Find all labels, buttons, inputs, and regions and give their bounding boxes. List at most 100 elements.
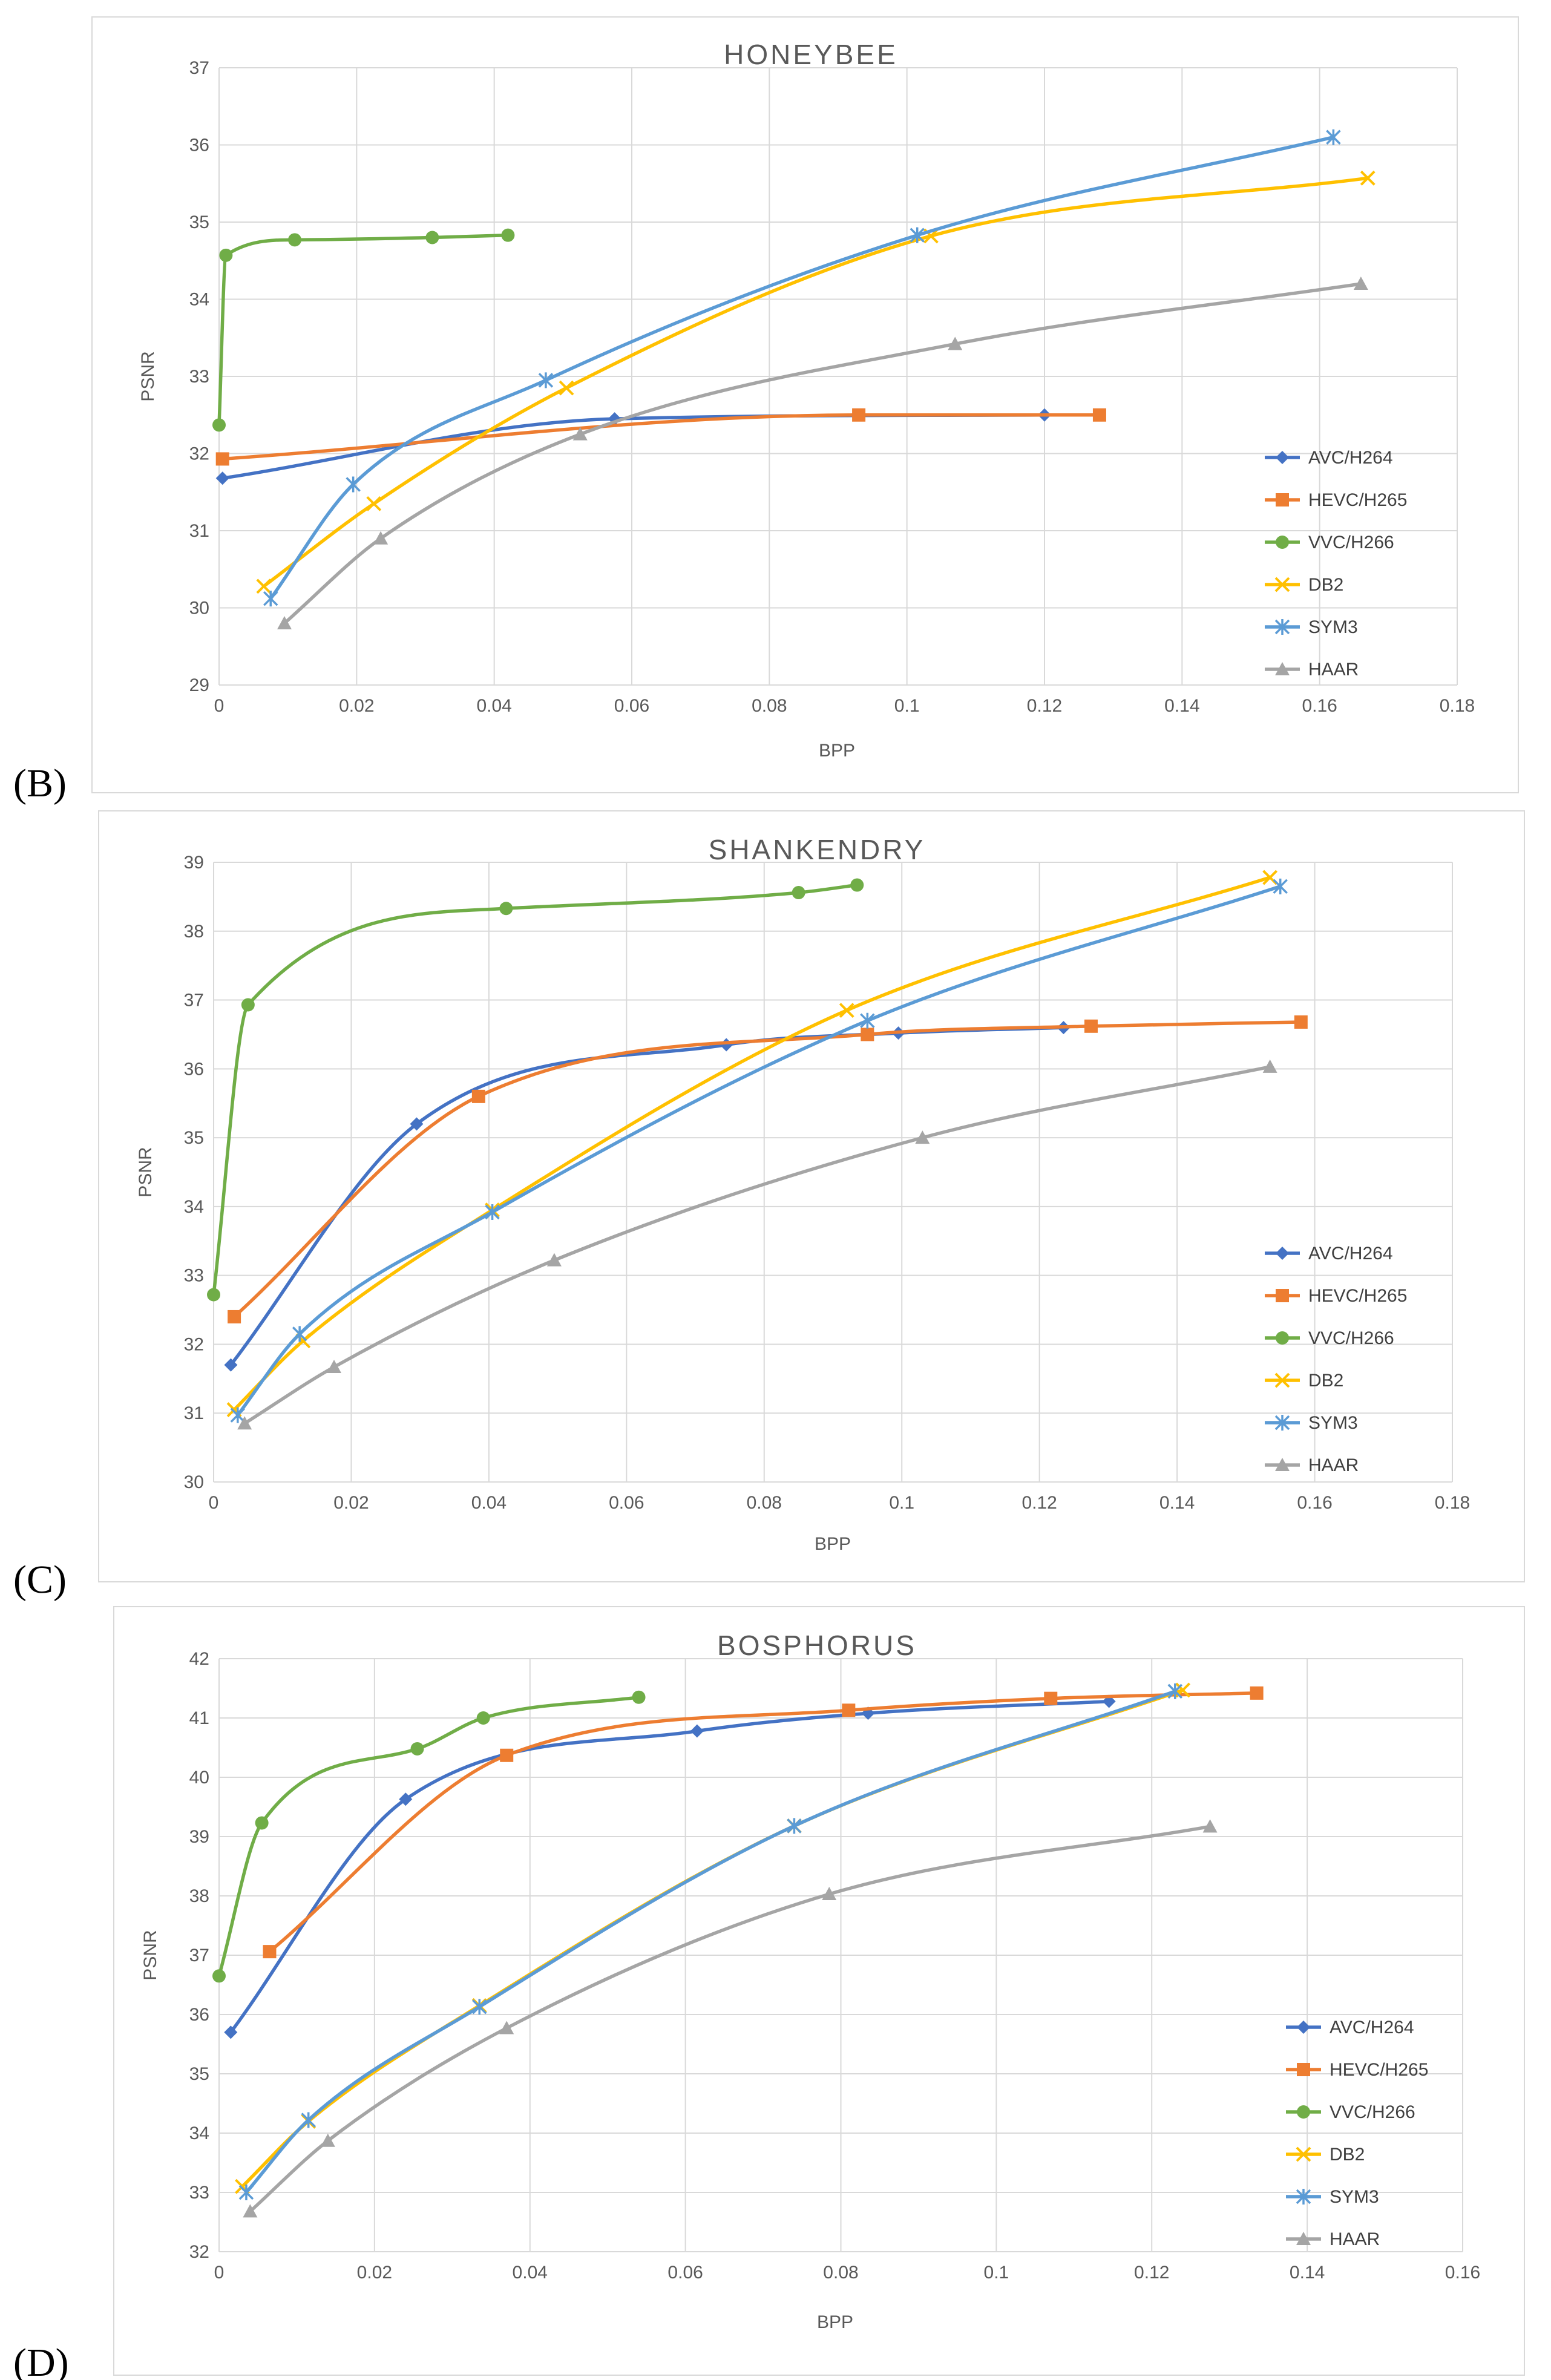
x-tick-label: 0.02 xyxy=(333,1493,369,1513)
data-point-marker xyxy=(1273,878,1288,894)
data-point-marker xyxy=(485,1204,500,1220)
data-point-marker xyxy=(288,233,302,247)
y-tick-label: 32 xyxy=(189,444,209,464)
x-tick-label: 0.18 xyxy=(1435,1493,1470,1513)
series-sym3 xyxy=(230,878,1288,1423)
data-point-marker xyxy=(425,231,439,244)
legend-entry-label: VVC/H266 xyxy=(1330,2102,1415,2122)
legend-entry-label: VVC/H266 xyxy=(1308,533,1394,552)
data-point-marker xyxy=(787,1818,802,1834)
x-tick-label: 0.12 xyxy=(1134,2263,1169,2283)
y-tick-label: 36 xyxy=(189,136,209,156)
series-vvc-h266 xyxy=(212,228,515,432)
data-point-marker xyxy=(472,1999,487,2015)
data-point-marker xyxy=(255,1816,269,1830)
legend-swatch-marker xyxy=(1274,577,1290,592)
x-axis-label: BPP xyxy=(819,741,855,761)
data-point-marker xyxy=(842,1703,856,1717)
chart-frame xyxy=(98,810,1525,1582)
legend: AVC/H264 HEVC/H265 VVC/H266 DB2 SYM3 HAAR xyxy=(1265,1244,1407,1475)
legend-entry-label: VVC/H266 xyxy=(1308,1328,1394,1348)
data-point-marker xyxy=(1353,277,1368,290)
series-sym3 xyxy=(238,1683,1183,2200)
x-tick-label: 0.12 xyxy=(1021,1493,1057,1513)
chart-title: HONEYBEE xyxy=(724,39,898,70)
y-tick-label: 35 xyxy=(189,212,209,232)
data-point-marker xyxy=(852,408,866,422)
y-tick-label: 37 xyxy=(189,58,209,78)
y-tick-label: 36 xyxy=(184,1059,204,1079)
x-tick-label: 0.04 xyxy=(476,696,511,716)
y-tick-label: 42 xyxy=(189,1649,209,1669)
legend-swatch-marker xyxy=(1274,1415,1290,1431)
panel-label: (B) xyxy=(13,761,67,805)
data-point-marker xyxy=(301,2112,316,2128)
data-point-marker xyxy=(320,2133,335,2147)
data-point-marker xyxy=(373,531,389,545)
gridlines xyxy=(218,67,1458,686)
data-point-marker xyxy=(546,1253,562,1267)
legend-swatch-marker xyxy=(1297,2063,1310,2076)
legend-swatch-marker xyxy=(1296,2146,1311,2162)
legend: AVC/H264 HEVC/H265 VVC/H266 DB2 SYM3 HAAR xyxy=(1265,448,1407,680)
data-point-marker xyxy=(1092,408,1106,422)
legend-swatch-marker xyxy=(1276,1247,1289,1260)
data-point-marker xyxy=(219,248,233,262)
y-tick-label: 31 xyxy=(189,521,209,541)
x-tick-label: 0.08 xyxy=(752,696,787,716)
y-tick-label: 34 xyxy=(184,1197,204,1217)
data-point-marker xyxy=(499,2021,514,2034)
legend-swatch-marker xyxy=(1276,536,1289,549)
panel-label: (D) xyxy=(13,2341,69,2380)
data-point-marker xyxy=(224,1358,238,1372)
y-tick-label: 38 xyxy=(189,1886,209,1906)
chart-frame xyxy=(91,16,1519,793)
series-vvc-h266 xyxy=(207,878,864,1302)
data-point-marker xyxy=(327,1359,342,1373)
data-point-marker xyxy=(1250,1686,1264,1700)
y-tick-label: 35 xyxy=(189,2064,209,2084)
data-point-marker xyxy=(538,372,554,388)
x-tick-label: 0.04 xyxy=(513,2263,548,2283)
x-tick-label: 0.16 xyxy=(1445,2263,1480,2283)
x-tick-label: 0.16 xyxy=(1297,1493,1332,1513)
x-tick-label: 0.18 xyxy=(1440,696,1475,716)
data-point-marker xyxy=(822,1887,837,1901)
legend-entry-label: DB2 xyxy=(1308,1371,1343,1391)
y-tick-label: 38 xyxy=(184,922,204,942)
chart-panel-0: 29 30 31 32 33 34 35 36 37 0 0.02 0.04 0.06 0.08 0.1 0.… xyxy=(13,16,1519,805)
data-point-marker xyxy=(915,1130,930,1144)
chart-panel-1: 30 31 32 33 34 35 36 37 38 39 0 0.02 0.04 0.06 0.08 0.1… xyxy=(13,810,1525,1602)
data-point-marker xyxy=(292,1326,307,1342)
x-tick-label: 0.06 xyxy=(667,2263,703,2283)
y-tick-label: 40 xyxy=(189,1768,209,1788)
series-line xyxy=(212,883,859,1297)
x-tick-label: 0 xyxy=(214,696,225,716)
legend-entry-label: HAAR xyxy=(1308,1455,1359,1475)
legend-entry-label: AVC/H264 xyxy=(1330,2018,1414,2037)
series-haar xyxy=(237,1059,1277,1430)
data-point-marker xyxy=(792,886,805,900)
legend-swatch-marker xyxy=(1276,1289,1289,1302)
legend-entry-label: HAAR xyxy=(1308,660,1359,680)
x-tick-label: 0.16 xyxy=(1302,696,1337,716)
data-point-marker xyxy=(243,2204,258,2218)
data-point-marker xyxy=(501,228,515,242)
y-tick-label: 37 xyxy=(189,1946,209,1965)
legend-entry-label: HEVC/H265 xyxy=(1308,490,1407,510)
data-point-marker xyxy=(399,1792,413,1806)
x-tick-label: 0.14 xyxy=(1290,2263,1325,2283)
series-hevc-h265 xyxy=(263,1686,1264,1959)
data-point-marker xyxy=(476,1711,490,1725)
y-tick-label: 33 xyxy=(189,367,209,387)
legend-entry-label: DB2 xyxy=(1330,2145,1365,2165)
x-tick-label: 0 xyxy=(209,1493,219,1513)
y-tick-label: 37 xyxy=(184,991,204,1011)
series-sym3 xyxy=(263,129,1341,607)
series-hevc-h265 xyxy=(215,408,1106,466)
x-tick-label: 0.14 xyxy=(1164,696,1199,716)
y-tick-label: 32 xyxy=(189,2242,209,2262)
series-line xyxy=(217,1695,641,1978)
y-axis-label: PSNR xyxy=(138,351,158,401)
data-point-marker xyxy=(263,591,278,607)
